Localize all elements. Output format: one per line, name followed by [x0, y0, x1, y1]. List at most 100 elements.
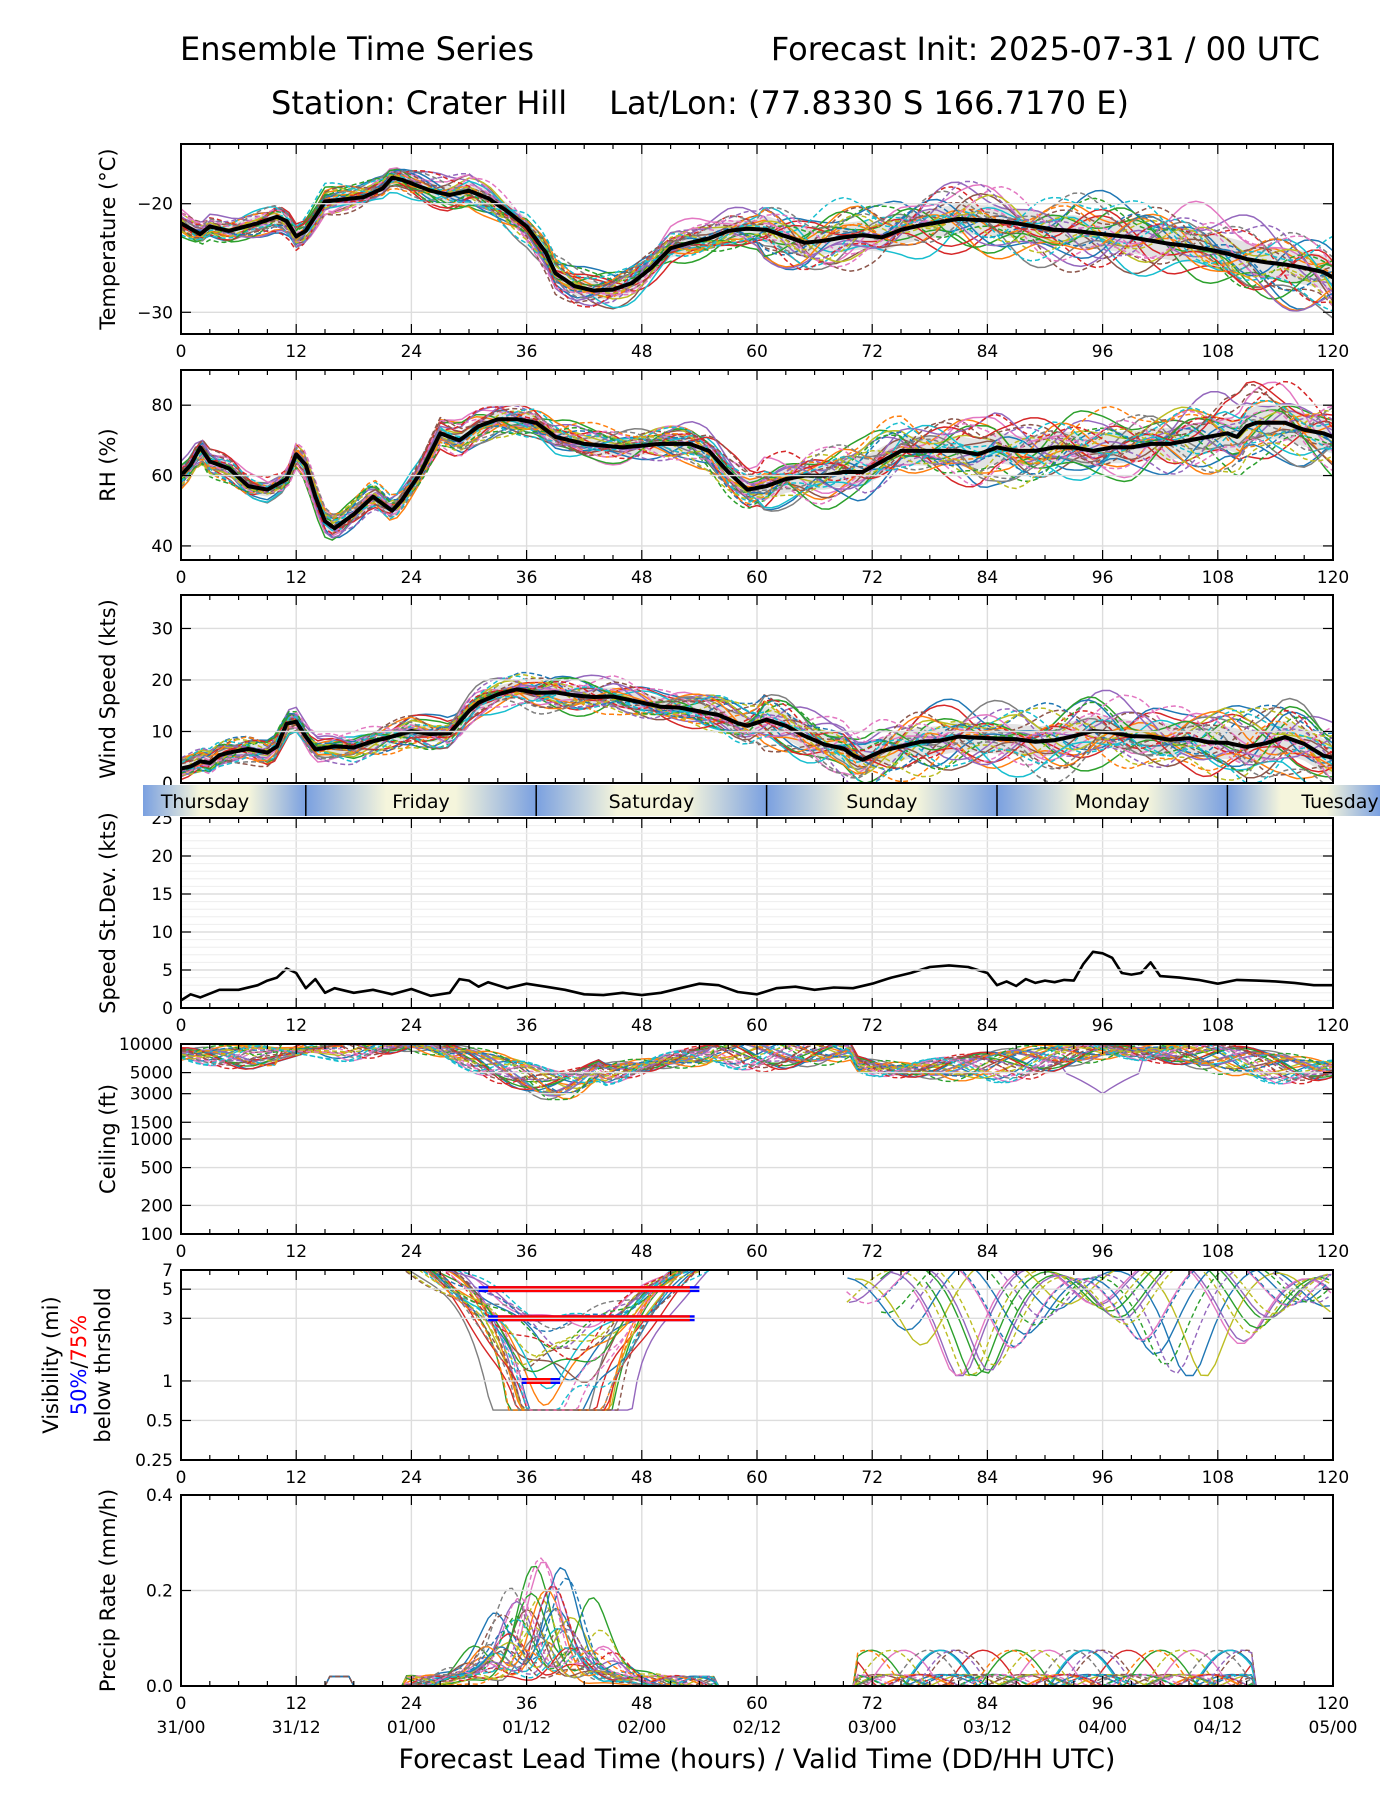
temperature-x-tick-label: 72: [861, 342, 883, 362]
precip-x-tick-label: 108: [1202, 1694, 1234, 1714]
ceiling-x-tick-label: 108: [1202, 1242, 1234, 1262]
rh-members: [181, 380, 1333, 541]
ceiling-y-tick-label: 5000: [130, 1064, 173, 1084]
valid-time-label: 04/00: [1078, 1718, 1127, 1738]
ceiling-ensemble-member: [181, 1044, 1333, 1087]
wind_speed-ensemble-member: [181, 671, 1333, 775]
valid-time-label: 03/12: [963, 1718, 1012, 1738]
valid-time-label: 31/00: [157, 1718, 206, 1738]
rh-x-tick-label: 24: [401, 568, 423, 588]
ceiling-x-tick-label: 24: [401, 1242, 423, 1262]
visibility-threshold-note: below thrshold: [91, 1287, 115, 1442]
visibility-x-tick-label: 36: [516, 1468, 538, 1488]
wind_speed-ensemble-mean: [181, 687, 1333, 771]
rh-x-tick-label: 60: [746, 568, 768, 588]
wind_speed-y-tick-label: 30: [151, 619, 173, 639]
wind_speed-ensemble-member: [181, 686, 1333, 783]
wind_speed-panel: 010203001224364860728496108120Wind Speed…: [96, 594, 1349, 811]
temperature-members: [181, 167, 1333, 319]
ceiling-x-tick-label: 48: [631, 1242, 653, 1262]
temperature-x-tick-label: 96: [1092, 342, 1114, 362]
precip-x-tick-label: 60: [746, 1694, 768, 1714]
visibility-x-tick-label: 0: [176, 1468, 187, 1488]
visibility-panel: 0.25 0.5 1 3 57 0 12 24 36 48 60 72 84 96 108 120 Visibi…: [39, 1261, 1349, 1488]
precip-ensemble-member: [181, 1633, 1333, 1686]
temperature-ensemble-member: [181, 168, 1333, 310]
precip-x-tick-label: 0: [176, 1694, 187, 1714]
visibility-y-tick-label: 0.25: [135, 1451, 173, 1471]
visibility-x-tick-label: 96: [1092, 1468, 1114, 1488]
wind_speed-ensemble-member: [181, 677, 1333, 783]
visibility-ensemble-member: [444, 1270, 691, 1322]
speed_stdev-x-tick-label: 72: [861, 1016, 883, 1036]
ceiling-y-tick-label: 100: [141, 1225, 173, 1245]
speed_stdev-y-tick-label: 15: [151, 885, 173, 905]
speed_stdev-x-tick-label: 120: [1317, 1016, 1349, 1036]
day-band: Thursday Friday Saturday Sunday Monday Tuesda…: [143, 785, 1380, 816]
temperature-x-tick-label: 60: [746, 342, 768, 362]
rh-x-tick-label: 72: [861, 568, 883, 588]
precip_rate-frame: [180, 1494, 1334, 1687]
day-label: Saturday: [609, 791, 695, 813]
rh-x-tick-label: 96: [1092, 568, 1114, 588]
rh-ensemble-member: [181, 405, 1333, 521]
ceiling-x-tick-label: 0: [176, 1242, 187, 1262]
wind_speed-ensemble-member: [181, 683, 1333, 775]
visibility-y-tick-label: 7: [162, 1261, 173, 1281]
speed_stdev-x-tick-label: 108: [1202, 1016, 1234, 1036]
rh-y-tick-label: 80: [151, 396, 173, 416]
valid-time-label: 02/12: [733, 1718, 782, 1738]
visibility-ensemble-member: [974, 1270, 1327, 1355]
rh-x-tick-label: 84: [977, 568, 999, 588]
visibility-frame: [180, 1269, 1334, 1461]
day-band-segment: [305, 785, 537, 816]
x-axis-label: Forecast Lead Time (hours) / Valid Time …: [399, 1744, 1116, 1775]
ceiling-x-tick-label: 72: [861, 1242, 883, 1262]
ceiling-y-tick-label: 1500: [130, 1113, 173, 1133]
rh-y-tick-label: 60: [151, 467, 173, 487]
precip-x-tick-label: 24: [401, 1694, 423, 1714]
wind_speed-ensemble-member: [181, 693, 1325, 783]
wind_speed-y-tick-label: 10: [151, 722, 173, 742]
ceiling-ensemble-member: [181, 1044, 1333, 1082]
visibility-y-tick-label: 3: [162, 1309, 173, 1329]
rh-ensemble-member: [181, 407, 1333, 529]
ceiling-x-tick-label: 36: [516, 1242, 538, 1262]
ceiling-ensemble-member: [181, 1044, 1333, 1081]
precip-x-tick-label: 120: [1317, 1694, 1349, 1714]
ceiling-ensemble-member: [181, 1044, 1333, 1093]
speed_stdev-x-tick-label: 36: [516, 1016, 538, 1036]
speed_stdev-x-tick-label: 24: [401, 1016, 423, 1036]
precip_rate-y-tick-label: 0.4: [146, 1486, 173, 1506]
visibility-x-tick-label: 108: [1202, 1468, 1234, 1488]
ceiling-x-tick-label: 84: [977, 1242, 999, 1262]
speed_stdev-y-tick-label: 0: [162, 999, 173, 1019]
day-label: Tuesday: [1300, 791, 1378, 813]
rh-x-tick-label: 48: [631, 568, 653, 588]
ceiling-y-label: Ceiling (ft): [96, 1084, 120, 1194]
visibility-ensemble-member: [890, 1270, 1331, 1377]
rh-ensemble-member: [181, 409, 1333, 524]
rh-x-tick-label: 12: [285, 568, 307, 588]
wind_speed-ensemble-member: [181, 673, 1333, 771]
temperature-x-tick-label: 24: [401, 342, 423, 362]
visibility-y-tick-label: 0.5: [146, 1411, 173, 1431]
speed_stdev-x-tick-label: 84: [977, 1016, 999, 1036]
precip-ensemble-member: [181, 1615, 1333, 1686]
day-label: Thursday: [160, 791, 249, 813]
temperature-ensemble-member: [181, 174, 1333, 305]
temperature-x-tick-label: 84: [977, 342, 999, 362]
rh-panel: 40 60 80 0 12 24 36 48 60 72 84 96 108 120 RH (%): [96, 369, 1349, 588]
visibility-x-tick-label: 84: [977, 1468, 999, 1488]
valid-time-label: 04/12: [1193, 1718, 1242, 1738]
ceiling-ensemble-member: [181, 1044, 1333, 1095]
rh-x-tick-label: 36: [516, 568, 538, 588]
visibility-ensemble-member: [876, 1270, 1331, 1348]
day-band-segment: [1227, 785, 1380, 816]
threshold-legend-part: /: [67, 1361, 91, 1369]
precip_rate-y-tick-label: 0.0: [146, 1677, 173, 1697]
temperature-x-tick-label: 48: [631, 342, 653, 362]
ceiling-ensemble-member: [181, 1044, 1333, 1079]
temperature-x-tick-label: 120: [1317, 342, 1349, 362]
